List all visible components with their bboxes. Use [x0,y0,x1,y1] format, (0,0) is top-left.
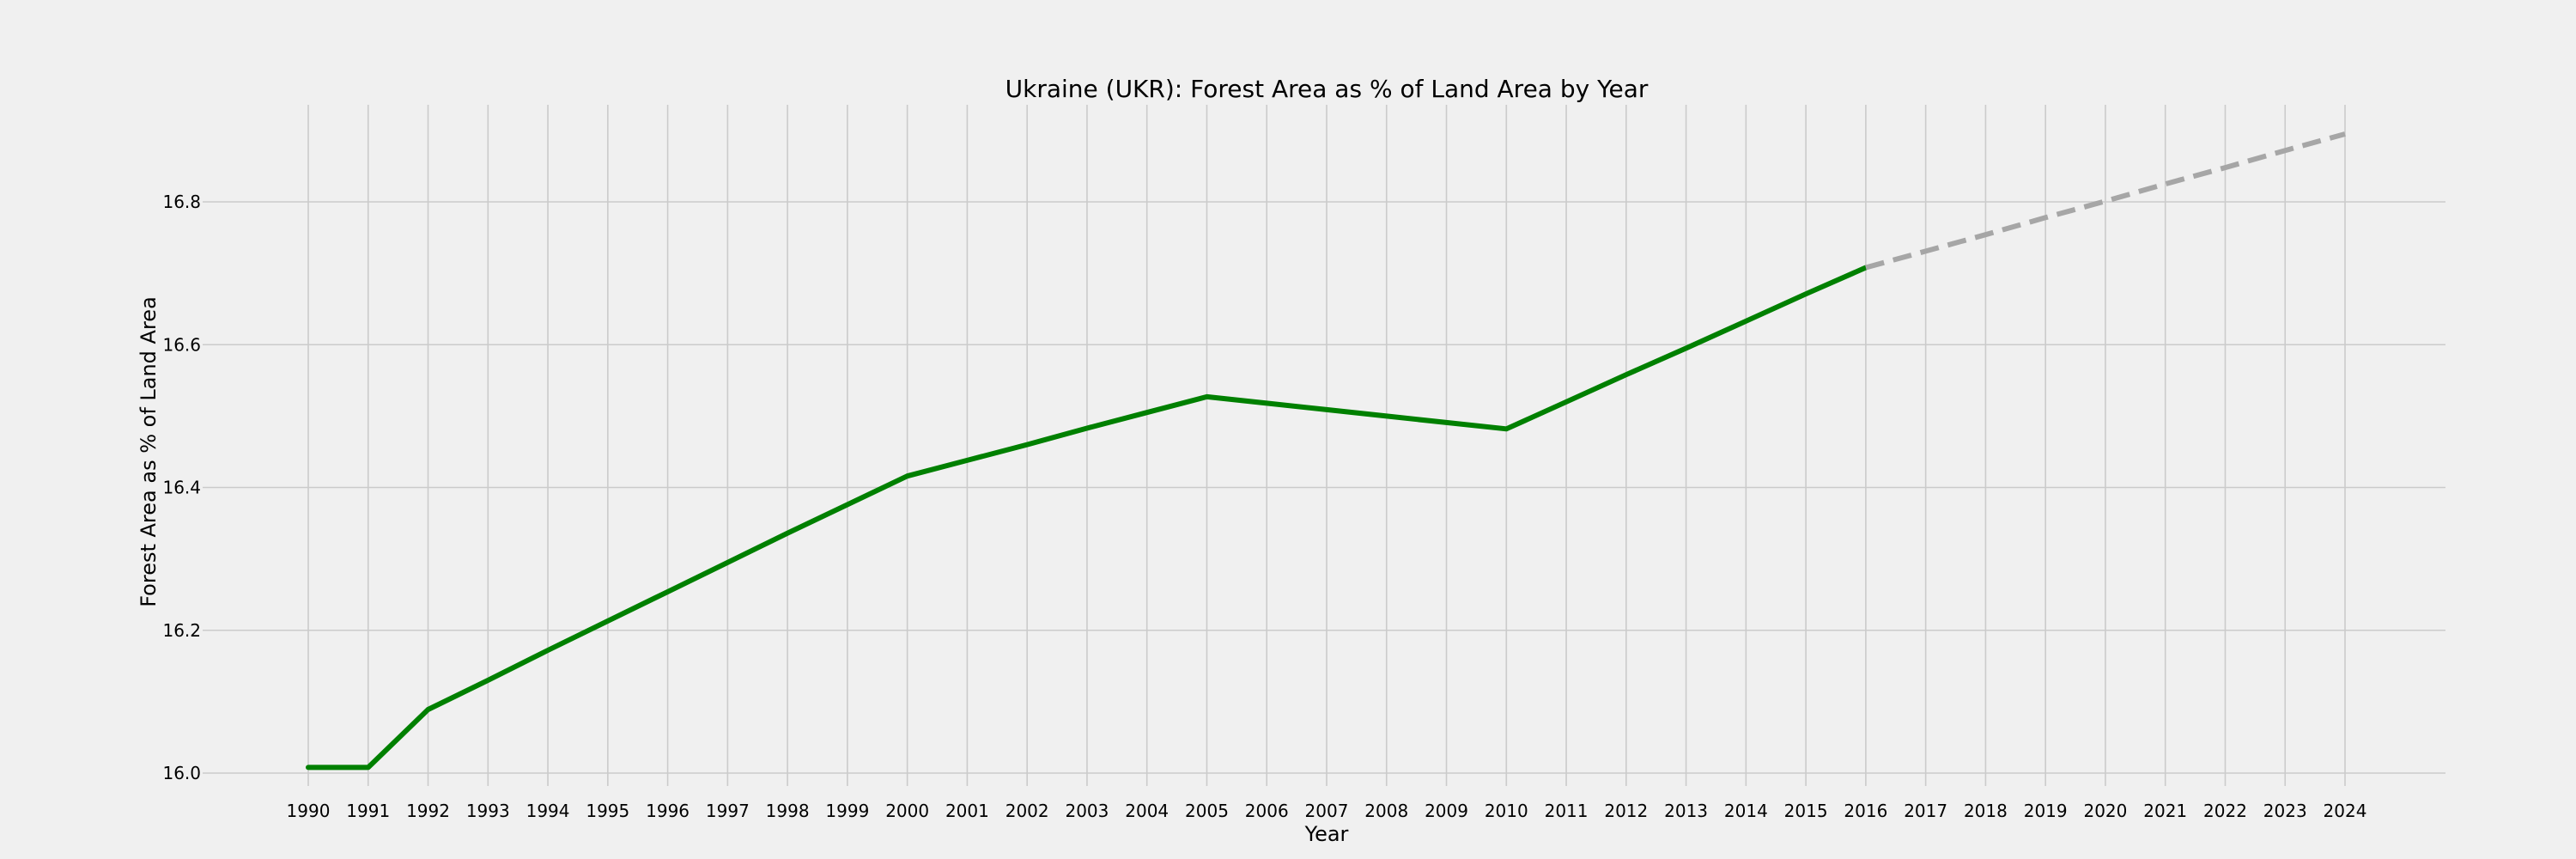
x-tick-label: 1998 [766,801,810,821]
x-tick-label: 2022 [2203,801,2247,821]
x-tick-label: 2013 [1664,801,1708,821]
y-axis-label: Forest Area as % of Land Area [137,296,161,607]
x-tick-label: 2014 [1724,801,1768,821]
x-tick-label: 2010 [1485,801,1528,821]
x-tick-label: 1995 [586,801,629,821]
x-tick-label: 2001 [945,801,989,821]
x-tick-label: 1997 [706,801,750,821]
x-tick-labels: 1990 1991 1992 1993 1994 1995 1996 1997 1998 1999… [287,801,2367,821]
y-tick-label: 16.8 [162,192,201,212]
x-tick-label: 2019 [2024,801,2068,821]
x-axis-label: Year [1304,822,1349,846]
x-tick-label: 2011 [1545,801,1589,821]
x-tick-label: 2000 [885,801,929,821]
x-tick-label: 1993 [466,801,510,821]
x-tick-label: 2004 [1125,801,1169,821]
y-tick-labels: 16.0 16.2 16.4 16.6 16.8 [162,192,201,783]
x-tick-label: 2021 [2143,801,2187,821]
x-tick-label: 2007 [1305,801,1349,821]
x-tick-label: 2006 [1245,801,1289,821]
x-tick-label: 2016 [1844,801,1887,821]
y-tick-label: 16.0 [162,763,201,783]
y-tick-label: 16.4 [162,478,201,498]
y-tick-label: 16.2 [162,620,201,641]
x-tick-label: 2009 [1425,801,1468,821]
projection-series-line [1865,131,2346,271]
x-tick-label: 2024 [2324,801,2367,821]
x-tick-label: 1999 [825,801,869,821]
y-tick-label: 16.6 [162,334,201,355]
x-tick-label: 1991 [346,801,390,821]
x-tick-label: 2020 [2083,801,2127,821]
x-tick-label: 2018 [1964,801,2008,821]
series-layer [306,131,2346,771]
x-tick-label: 1996 [646,801,690,821]
x-tick-label: 1994 [526,801,570,821]
x-tick-label: 1990 [287,801,331,821]
x-tick-label: 2005 [1185,801,1229,821]
x-tick-label: 2008 [1364,801,1408,821]
x-tick-label: 2015 [1784,801,1828,821]
x-tick-label: 2012 [1604,801,1648,821]
x-tick-label: 2023 [2263,801,2307,821]
chart-title: Ukraine (UKR): Forest Area as % of Land … [1005,75,1649,103]
observed-series-line [306,265,1868,771]
x-tick-label: 2017 [1904,801,1947,821]
x-tick-label: 2003 [1065,801,1109,821]
x-tick-label: 2002 [1005,801,1049,821]
x-tick-label: 1992 [406,801,450,821]
y-gridlines [203,201,2445,774]
